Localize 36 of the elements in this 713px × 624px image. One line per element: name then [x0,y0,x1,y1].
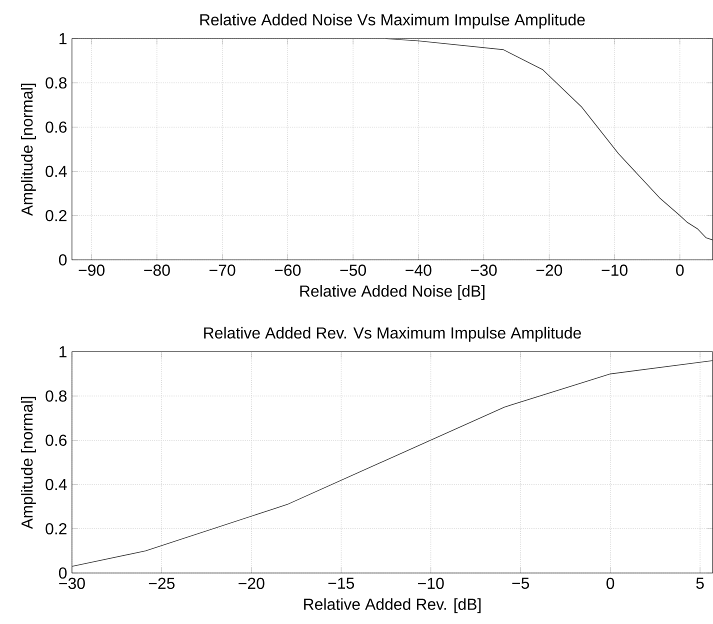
x-tick-label: −60 [274,264,301,276]
x-tick-label: 0 [606,578,614,590]
x-tick-label: −20 [536,264,562,276]
x-tick-label: −50 [340,264,366,276]
y-axis-title: Amplitude [normal] [20,84,36,216]
chart-title: Relative Added Noise Vs Maximum Impulse Amplitude [200,14,585,29]
x-tick-label: −80 [144,264,170,276]
x-tick-label: 5 [696,578,704,590]
y-tick-label: 0.4 [46,166,67,178]
x-tick-label: −25 [148,578,175,590]
x-tick-label: −20 [238,578,264,590]
x-tick-label: −15 [328,578,354,590]
x-tick-label: −40 [406,264,432,276]
x-tick-label: 0 [676,264,684,276]
x-axis-title: Relative Added Rev. [dB] [304,598,481,614]
x-tick-label: −70 [210,264,236,276]
chart-title: Relative Added Rev. Vs Maximum Impulse Amplitude [204,327,581,342]
y-tick-label: 0.8 [46,77,67,89]
y-tick-label: 0.6 [46,122,67,133]
y-tick-label: 0 [58,254,67,266]
x-tick-label: −90 [78,264,105,276]
y-tick-label: 0.8 [46,390,67,402]
x-axis-title: Relative Added Noise [dB] [300,285,484,300]
x-tick-label: −30 [59,578,85,590]
y-tick-label: 0.2 [46,523,66,535]
x-tick-label: −10 [602,264,628,276]
x-tick-label: −5 [512,578,530,590]
x-tick-label: −10 [418,578,444,590]
y-tick-label: 0.4 [46,479,67,490]
x-tick-label: −30 [471,264,497,276]
y-tick-label: 0.6 [46,434,67,446]
y-tick-label: 0 [58,568,67,579]
y-tick-label: 1 [60,33,66,44]
y-tick-label: 1 [60,346,66,358]
y-tick-label: 0.2 [46,210,66,222]
y-axis-title: Amplitude [normal] [20,397,36,530]
